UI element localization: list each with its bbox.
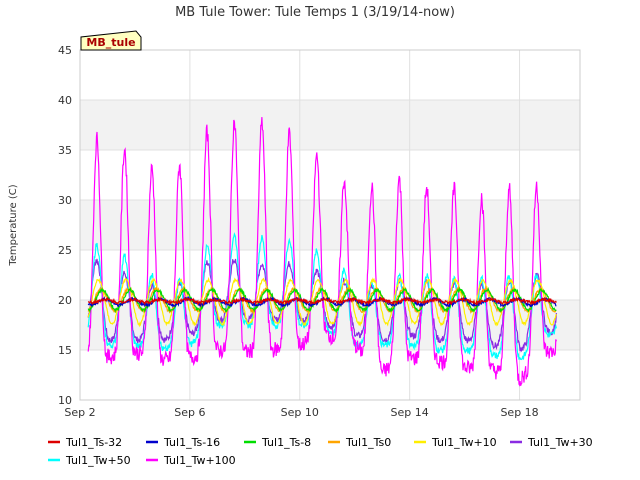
legend-item: Tul1_Tw+10 (414, 436, 497, 449)
legend-label: Tul1_Tw+10 (431, 436, 497, 449)
series-line-tul1-ts-32 (87, 295, 557, 306)
grid-band (80, 200, 580, 250)
y-tick-label: 25 (58, 244, 72, 257)
site-badge: MB_tule (80, 30, 142, 51)
y-tick-label: 15 (58, 344, 72, 357)
legend-item: Tul1_Tw+30 (510, 436, 593, 449)
x-tick-label: Sep 2 (64, 406, 95, 419)
site-badge-label: MB_tule (86, 36, 135, 49)
legend-item: Tul1_Tw+100 (146, 454, 236, 467)
site-badge-shape (80, 30, 142, 51)
legend-item: Tul1_Ts-32 (48, 436, 122, 449)
y-tick-label: 20 (58, 294, 72, 307)
x-tick-label: Sep 18 (500, 406, 538, 419)
legend-label: Tul1_Ts-8 (261, 436, 311, 449)
y-tick-label: 35 (58, 144, 72, 157)
x-axis-ticks: Sep 2 Sep 6 Sep 10 Sep 14 Sep 18 (64, 406, 538, 419)
x-tick-label: Sep 10 (281, 406, 319, 419)
y-tick-label: 10 (58, 394, 72, 407)
legend-item: Tul1_Ts-16 (146, 436, 220, 449)
legend-item: Tul1_Tw+50 (48, 454, 131, 467)
grid-band (80, 100, 580, 150)
chart-title: MB Tule Tower: Tule Temps 1 (3/19/14-now… (175, 5, 455, 20)
legend-item: Tul1_Ts0 (328, 436, 391, 449)
y-tick-label: 45 (58, 44, 72, 57)
legend-label: Tul1_Tw+30 (527, 436, 593, 449)
legend-label: Tul1_Ts-32 (65, 436, 122, 449)
x-tick-label: Sep 6 (174, 406, 205, 419)
y-axis-ticks: 10 15 20 25 30 35 40 45 (58, 44, 72, 407)
legend-label: Tul1_Ts0 (345, 436, 391, 449)
y-tick-label: 40 (58, 94, 72, 107)
legend-label: Tul1_Ts-16 (163, 436, 220, 449)
x-tick-label: Sep 14 (391, 406, 429, 419)
legend-label: Tul1_Tw+50 (65, 454, 131, 467)
legend-label: Tul1_Tw+100 (163, 454, 236, 467)
y-axis-label: Temperature (C) (8, 184, 19, 266)
legend: Tul1_Ts-32 Tul1_Ts-16 Tul1_Ts-8 Tul1_Ts0 Tul… (48, 436, 593, 467)
plot-frame (79, 49, 581, 401)
series-lines (87, 117, 557, 387)
legend-item: Tul1_Ts-8 (244, 436, 311, 449)
y-tick-label: 30 (58, 194, 72, 207)
